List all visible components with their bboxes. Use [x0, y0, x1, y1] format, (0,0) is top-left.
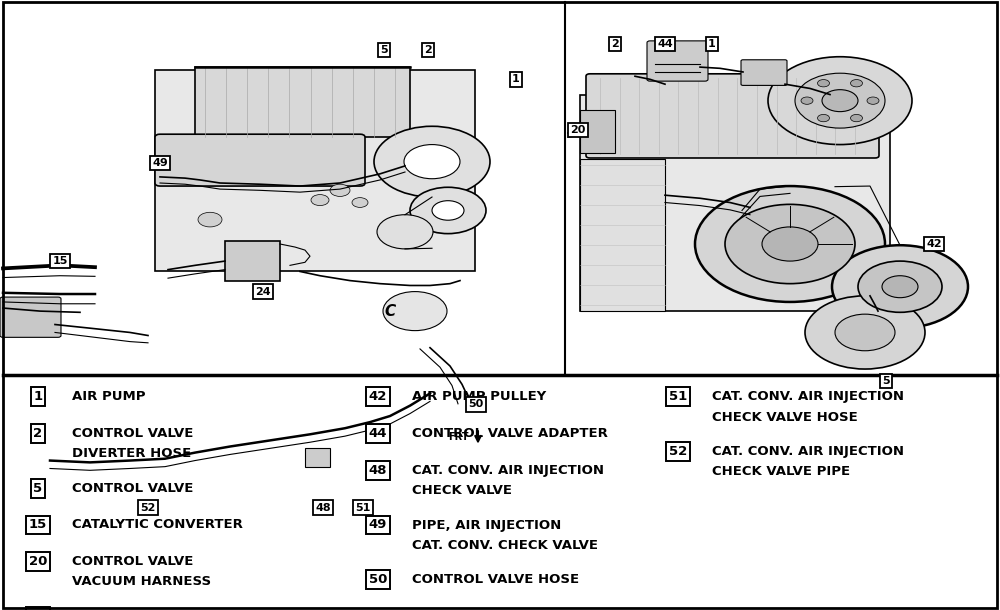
Circle shape [850, 79, 862, 87]
Circle shape [768, 57, 912, 145]
Bar [3, 375, 997, 608]
Text: CONTROL VALVE: CONTROL VALVE [72, 427, 193, 440]
Text: 15: 15 [29, 518, 47, 531]
Circle shape [432, 201, 464, 220]
Text: 52: 52 [669, 445, 687, 458]
Circle shape [352, 198, 368, 207]
FancyBboxPatch shape [0, 297, 61, 337]
Circle shape [198, 212, 222, 227]
Text: PIPE, AIR INJECTION: PIPE, AIR INJECTION [412, 518, 561, 531]
Circle shape [762, 227, 818, 261]
FancyBboxPatch shape [647, 41, 708, 81]
Circle shape [795, 73, 885, 128]
Text: 50: 50 [468, 400, 484, 409]
Text: CONTROL VALVE HOSE: CONTROL VALVE HOSE [412, 573, 579, 586]
Text: 52: 52 [140, 503, 156, 512]
Text: 51: 51 [355, 503, 371, 512]
Text: 5: 5 [33, 482, 43, 495]
Circle shape [835, 314, 895, 351]
Text: 49: 49 [152, 158, 168, 168]
Circle shape [383, 292, 447, 331]
Text: 15: 15 [52, 256, 68, 266]
Text: 2: 2 [424, 45, 432, 55]
FancyBboxPatch shape [155, 134, 365, 186]
Text: CAT. CONV. AIR INJECTION: CAT. CONV. AIR INJECTION [412, 464, 604, 476]
Circle shape [850, 115, 862, 122]
Circle shape [410, 187, 486, 234]
Text: 51: 51 [669, 390, 687, 403]
FancyBboxPatch shape [741, 60, 787, 85]
Circle shape [801, 97, 813, 104]
Text: 5: 5 [380, 45, 388, 55]
Circle shape [822, 90, 858, 112]
Text: 2: 2 [611, 39, 619, 49]
Text: 42: 42 [926, 239, 942, 249]
Circle shape [817, 115, 829, 122]
FancyBboxPatch shape [580, 110, 615, 152]
Text: CAT. CONV. AIR INJECTION: CAT. CONV. AIR INJECTION [712, 445, 904, 458]
Text: 49: 49 [369, 518, 387, 531]
Bar [3, 2, 997, 375]
Text: 48: 48 [315, 503, 331, 512]
Circle shape [725, 204, 855, 284]
Circle shape [805, 296, 925, 369]
Circle shape [374, 126, 490, 197]
Circle shape [832, 245, 968, 328]
Text: CHECK VALVE HOSE: CHECK VALVE HOSE [712, 411, 858, 423]
Text: FRT: FRT [448, 432, 468, 442]
Text: AIR PUMP: AIR PUMP [72, 390, 146, 403]
FancyBboxPatch shape [586, 74, 879, 158]
Circle shape [882, 276, 918, 298]
Circle shape [867, 97, 879, 104]
Circle shape [330, 184, 350, 196]
Text: 1: 1 [512, 74, 520, 84]
FancyBboxPatch shape [155, 70, 475, 271]
Text: 20: 20 [29, 555, 47, 568]
Text: CATALYTIC CONVERTER: CATALYTIC CONVERTER [72, 518, 243, 531]
Text: CAT. CONV. AIR INJECTION: CAT. CONV. AIR INJECTION [712, 390, 904, 403]
Text: 1: 1 [33, 390, 43, 403]
Text: 44: 44 [369, 427, 387, 440]
Text: CAT. CONV. CHECK VALVE: CAT. CONV. CHECK VALVE [412, 539, 598, 551]
Circle shape [858, 261, 942, 312]
FancyBboxPatch shape [305, 448, 330, 467]
Circle shape [695, 186, 885, 302]
Circle shape [377, 215, 433, 249]
Polygon shape [3, 310, 48, 328]
Text: DIVERTER HOSE: DIVERTER HOSE [72, 447, 191, 460]
Text: 2: 2 [33, 427, 43, 440]
Circle shape [818, 79, 830, 87]
Text: CHECK VALVE PIPE: CHECK VALVE PIPE [712, 465, 850, 478]
FancyBboxPatch shape [580, 95, 890, 311]
Text: 5: 5 [882, 376, 890, 386]
Text: VACUUM HARNESS: VACUUM HARNESS [72, 575, 211, 588]
Text: 20: 20 [570, 125, 586, 135]
FancyBboxPatch shape [225, 241, 280, 281]
Circle shape [311, 195, 329, 206]
Text: 24: 24 [255, 287, 271, 296]
Text: CONTROL VALVE ADAPTER: CONTROL VALVE ADAPTER [412, 427, 608, 440]
Circle shape [404, 145, 460, 179]
Text: 48: 48 [369, 464, 387, 476]
Text: C: C [384, 304, 396, 318]
Text: 1: 1 [708, 39, 716, 49]
Text: CONTROL VALVE: CONTROL VALVE [72, 482, 193, 495]
Text: CHECK VALVE: CHECK VALVE [412, 484, 512, 497]
Text: CONTROL VALVE: CONTROL VALVE [72, 555, 193, 568]
Text: 50: 50 [369, 573, 387, 586]
Text: 42: 42 [369, 390, 387, 403]
FancyBboxPatch shape [195, 67, 410, 137]
FancyBboxPatch shape [580, 159, 665, 311]
Text: 44: 44 [657, 39, 673, 49]
Text: AIR PUMP PULLEY: AIR PUMP PULLEY [412, 390, 546, 403]
